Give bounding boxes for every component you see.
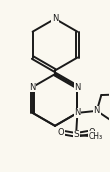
Text: N: N (74, 108, 81, 117)
Text: S: S (73, 130, 79, 139)
Text: N: N (52, 14, 58, 23)
Text: O: O (88, 128, 95, 137)
Text: N: N (94, 106, 100, 115)
Text: N: N (29, 83, 36, 92)
Text: O: O (57, 128, 64, 137)
Text: CH₃: CH₃ (88, 132, 103, 141)
Text: N: N (74, 83, 81, 92)
